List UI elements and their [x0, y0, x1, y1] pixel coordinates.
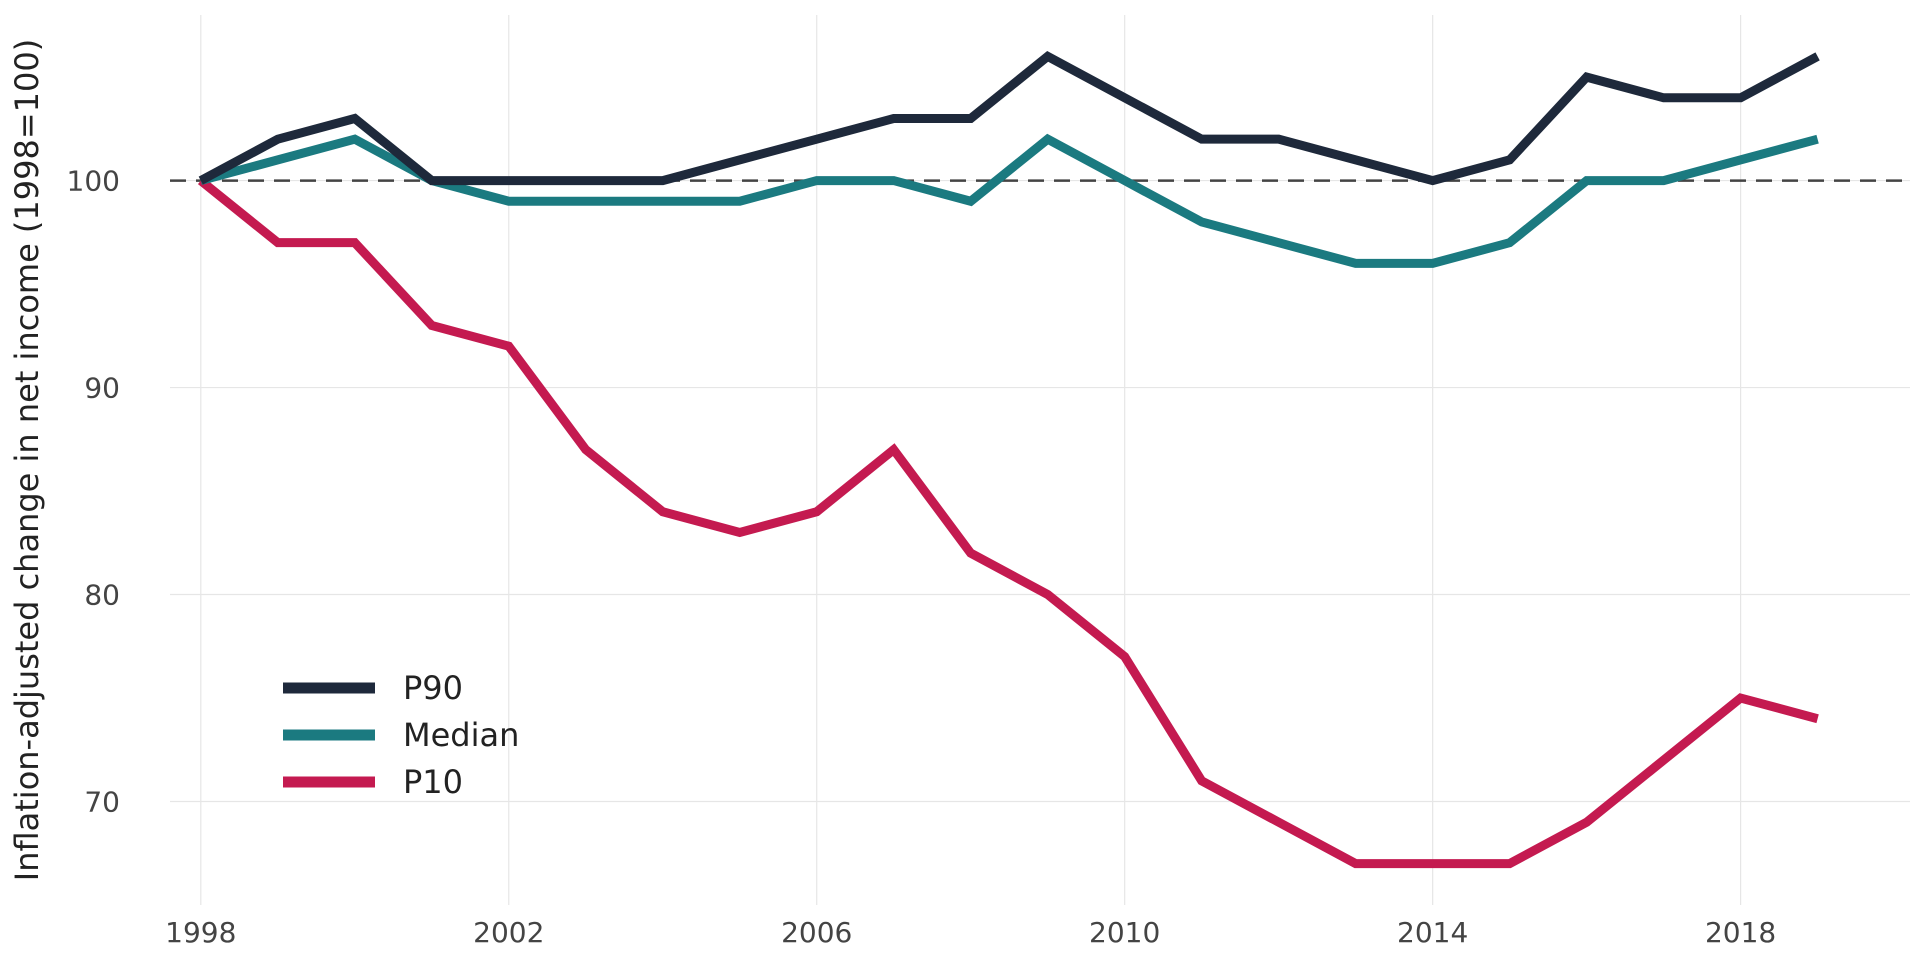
legend-label-p90: P90 — [403, 669, 463, 707]
y-tick-label: 90 — [84, 372, 120, 405]
x-tick-label: 1998 — [165, 916, 236, 949]
x-tick-label: 2010 — [1089, 916, 1160, 949]
y-tick-label: 100 — [67, 165, 120, 198]
y-axis-title: Inflation-adjusted change in net income … — [8, 39, 46, 881]
x-tick-label: 2018 — [1705, 916, 1776, 949]
series-lines — [197, 51, 1820, 869]
legend-label-p10: P10 — [403, 763, 463, 801]
series-line-p90 — [198, 51, 1820, 186]
x-tick-label: 2014 — [1397, 916, 1468, 949]
x-tick-label: 2002 — [473, 916, 544, 949]
series-line-p10 — [197, 177, 1819, 869]
x-tick-label: 2006 — [781, 916, 852, 949]
legend: P90 Median P10 — [283, 669, 519, 801]
y-axis-ticks: 70 80 90 100 — [67, 165, 120, 819]
series-line-median — [199, 133, 1819, 268]
y-tick-label: 70 — [84, 786, 120, 819]
x-axis-ticks: 1998 2002 2006 2010 2014 2018 — [165, 916, 1776, 949]
y-tick-label: 80 — [84, 579, 120, 612]
legend-label-median: Median — [403, 716, 519, 754]
